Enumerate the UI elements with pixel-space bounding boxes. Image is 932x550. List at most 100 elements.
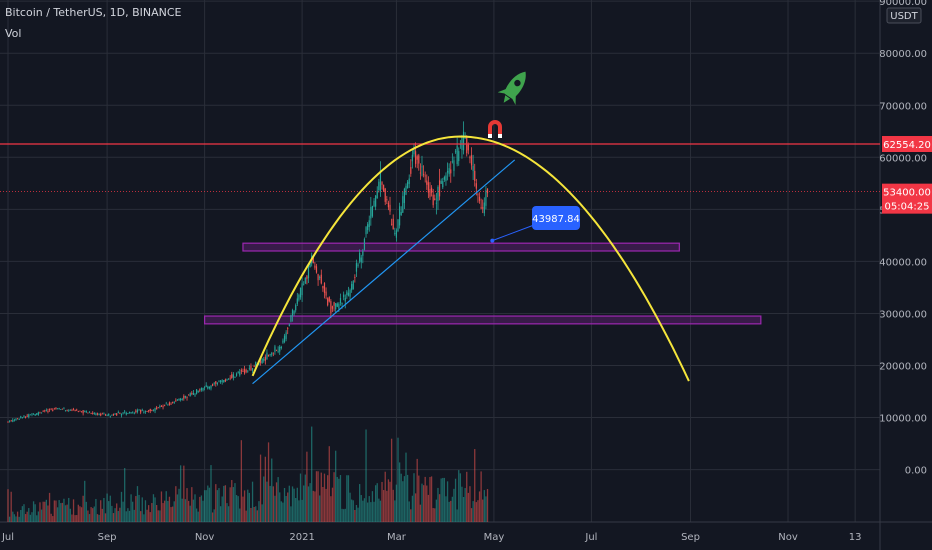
volume-bar [394, 500, 396, 522]
volume-bar [87, 510, 89, 522]
candle-body [391, 223, 393, 225]
price-axis[interactable]: 90000.0080000.0070000.0060000.0050000.00… [879, 0, 927, 477]
candle-body [69, 410, 71, 411]
x-tick-label: May [484, 532, 505, 543]
volume-bar [319, 495, 321, 522]
candle-body [157, 407, 159, 409]
candle-body [482, 207, 484, 209]
candle-body [306, 276, 308, 280]
currency-box [886, 7, 922, 24]
candle-body [400, 211, 402, 216]
candle-body [343, 294, 345, 298]
candle-body [213, 383, 215, 384]
candle-body [384, 188, 386, 202]
volume-bar [403, 476, 406, 522]
volume-bar [362, 500, 364, 522]
volume-bar [333, 472, 335, 522]
candle-body [341, 302, 343, 305]
candle-body [288, 324, 290, 326]
callout-anchor [490, 238, 495, 243]
candle-body [346, 291, 348, 296]
volume-bar [419, 504, 422, 522]
candle-body [272, 352, 274, 354]
candle-body [144, 411, 147, 413]
candle-body [56, 408, 59, 410]
volume-bar [60, 503, 62, 522]
candle-body [279, 346, 281, 352]
volume-bar [456, 509, 458, 522]
candle-body [120, 413, 123, 416]
candle-body [394, 232, 396, 234]
volume-bar [144, 500, 147, 522]
candle-body [295, 305, 297, 311]
volume-bar [247, 489, 249, 522]
candle-body [100, 413, 102, 416]
candle-body [64, 410, 67, 412]
x-tick-label: 2021 [289, 532, 314, 543]
volume-bar [136, 486, 139, 522]
candle-body [234, 376, 236, 378]
volume-bar [189, 505, 191, 522]
candle-body [127, 413, 129, 415]
candle-body [386, 199, 388, 201]
volume-bar [26, 511, 28, 522]
candle-body [280, 346, 282, 349]
parabola-curve [251, 135, 690, 382]
volume-bar [253, 506, 255, 522]
volume-bar [381, 481, 383, 522]
volume-bar [414, 493, 417, 522]
volume-bar [39, 502, 41, 522]
volume-bar [119, 507, 121, 522]
volume-bar [402, 481, 404, 522]
support-zones[interactable] [204, 242, 762, 325]
volume-indicator-label[interactable]: Vol [5, 27, 22, 40]
candle-body [176, 399, 179, 401]
volume-bar [398, 462, 401, 522]
y-tick-label: 80000.00 [879, 49, 927, 60]
candle-body [39, 412, 41, 414]
volume-bar [451, 496, 454, 522]
rocket-icon[interactable] [498, 66, 530, 110]
volume-bar [36, 515, 38, 522]
volume-bar [156, 504, 158, 522]
symbol-title[interactable]: Bitcoin / TetherUS, 1D, BINANCE [5, 6, 182, 19]
candle-body [389, 204, 391, 212]
candle-body [397, 219, 399, 232]
candle-body [413, 146, 415, 155]
volume-bar [373, 501, 375, 522]
candle-body [483, 202, 485, 214]
candle-body [360, 257, 362, 263]
candle-body [109, 415, 111, 417]
volume-bar [237, 496, 239, 522]
drawing-lines[interactable]: 43987.84 [0, 135, 880, 385]
candle-body [331, 306, 334, 309]
candle-body [149, 408, 151, 412]
candle-body [307, 264, 310, 279]
volume-bar [368, 496, 370, 522]
volume-bar [125, 511, 127, 522]
volume-bar [205, 490, 207, 522]
candle-body [31, 413, 33, 415]
candle-body [469, 156, 471, 159]
candle-body [175, 400, 177, 402]
volume-bar [429, 477, 431, 522]
candle-body [296, 298, 298, 304]
x-tick-label: Mar [387, 532, 407, 543]
candle-body [271, 353, 273, 355]
volume-bar [64, 505, 67, 522]
candle-body [114, 413, 116, 415]
volume-bar [480, 471, 482, 522]
magnet-icon[interactable] [485, 117, 505, 139]
volume-bar [296, 487, 298, 522]
candle-body [418, 155, 420, 164]
volume-bar [10, 491, 12, 522]
volume-bar [349, 492, 351, 522]
volume-bar [90, 507, 92, 522]
time-axis[interactable]: Jul Sep Nov 2021 Mar May Jul Sep Nov 13 [1, 532, 862, 543]
volume-bar [280, 501, 282, 522]
candle-body [168, 402, 171, 405]
candle-body [16, 418, 19, 420]
candle-body [29, 414, 31, 416]
candle-body [478, 196, 481, 201]
